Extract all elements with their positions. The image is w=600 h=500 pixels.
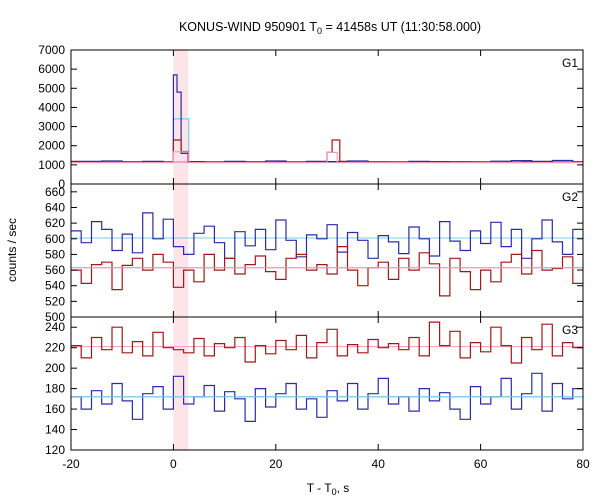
- highlight-band: [173, 184, 189, 317]
- y-tick-label: 5000: [38, 81, 65, 95]
- y-tick-label: 3000: [38, 120, 65, 134]
- y-tick-label: 7000: [38, 43, 65, 57]
- x-tick-label: 20: [269, 457, 283, 471]
- panel-label: G3: [562, 323, 578, 337]
- x-axis-label: T - T0, s: [307, 481, 350, 497]
- panel-g1: 0 1000 2000 3000 4000 5000 6000 7000 G1: [38, 43, 584, 191]
- y-tick-label: 4000: [38, 100, 65, 114]
- y-tick-label: 200: [45, 361, 65, 375]
- chart-title: KONUS-WIND 950901 T0 = 41458s UT (11:30:…: [179, 20, 481, 36]
- y-tick-label: 6000: [38, 62, 65, 76]
- y-tick-label: 520: [45, 294, 65, 308]
- y-tick-label: 1000: [38, 158, 65, 172]
- y-tick-label: 640: [45, 200, 65, 214]
- y-tick-label: 0: [58, 177, 65, 191]
- y-tick-label: 160: [45, 402, 65, 416]
- y-tick-label: 2000: [38, 139, 65, 153]
- panel-frame: [70, 183, 584, 318]
- y-axis-label: counts / sec: [5, 218, 19, 282]
- panel-g3: 120 140 160 180 200 220 240 G3: [45, 316, 584, 457]
- y-tick-label: 220: [45, 341, 65, 355]
- x-tick-label: -20: [62, 457, 80, 471]
- y-tick-label: 600: [45, 232, 65, 246]
- y-tick-label: 540: [45, 279, 65, 293]
- y-tick-label: 620: [45, 216, 65, 230]
- series-blue: [71, 74, 583, 163]
- panels: 01000200030004000500060007000G1500520540…: [38, 43, 590, 471]
- x-tick-label: 0: [170, 457, 177, 471]
- y-tick-label: 660: [45, 185, 65, 199]
- y-tick-label: 180: [45, 382, 65, 396]
- series-pink: [71, 151, 583, 164]
- panel-frame: [70, 49, 584, 185]
- panel-label: G2: [562, 190, 578, 204]
- y-tick-label: 560: [45, 263, 65, 277]
- x-tick-label: 40: [372, 457, 386, 471]
- y-tick-label: 240: [45, 320, 65, 334]
- highlight-band: [173, 317, 189, 450]
- series-red: [71, 321, 583, 364]
- y-tick-label: 120: [45, 443, 65, 457]
- y-tick-label: 580: [45, 247, 65, 261]
- panel-frame: [70, 316, 584, 451]
- x-tick-label: 60: [474, 457, 488, 471]
- y-tick-label: 140: [45, 423, 65, 437]
- series-blue: [71, 212, 583, 259]
- x-tick-label: 80: [576, 457, 590, 471]
- series-red: [71, 246, 583, 297]
- panel-label: G1: [562, 56, 578, 70]
- y-tick-label: 500: [45, 310, 65, 324]
